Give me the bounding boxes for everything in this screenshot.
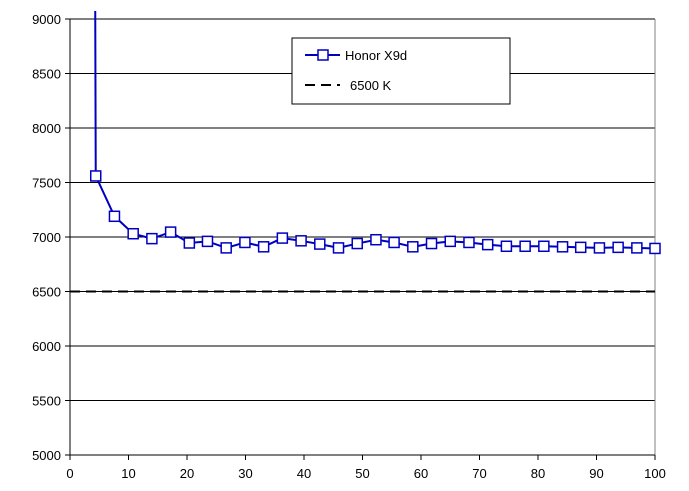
legend: Honor X9d 6500 K bbox=[291, 37, 511, 105]
legend-item-6500k: 6500 K bbox=[305, 78, 392, 93]
data-point bbox=[631, 242, 643, 254]
x-axis: 0 10 20 30 40 50 60 70 80 90 100 bbox=[66, 454, 666, 481]
data-point bbox=[183, 237, 196, 249]
x-tick-label: 90 bbox=[589, 466, 603, 481]
y-tick-label: 5000 bbox=[32, 448, 61, 463]
data-point bbox=[593, 242, 606, 254]
data-point bbox=[351, 237, 363, 250]
x-tick-label: 30 bbox=[238, 466, 252, 481]
data-point bbox=[444, 235, 456, 248]
y-tick-label: 8500 bbox=[32, 67, 61, 82]
data-point bbox=[276, 232, 289, 244]
legend-square-marker-icon bbox=[317, 49, 329, 61]
data-point bbox=[519, 240, 531, 253]
y-tick-label: 7000 bbox=[32, 230, 61, 245]
data-point bbox=[108, 210, 121, 223]
data-point bbox=[220, 242, 232, 254]
y-tick-label: 6000 bbox=[32, 339, 61, 354]
data-point bbox=[89, 170, 102, 182]
legend-item-honor-x9d: Honor X9d bbox=[305, 48, 407, 63]
x-tick-label: 0 bbox=[66, 466, 73, 481]
data-point bbox=[370, 233, 382, 246]
data-point bbox=[314, 238, 326, 250]
x-tick-label: 80 bbox=[531, 466, 545, 481]
x-tick-label: 100 bbox=[644, 466, 666, 481]
y-axis: 5000 5500 6000 6500 7000 7500 8000 8500 9000 bbox=[32, 12, 71, 463]
data-point bbox=[295, 235, 307, 247]
data-point bbox=[201, 235, 214, 248]
legend-label: Honor X9d bbox=[345, 48, 407, 63]
y-tick-label: 6500 bbox=[32, 285, 61, 300]
data-point bbox=[332, 242, 345, 254]
x-tick-label: 70 bbox=[472, 466, 486, 481]
x-tick-label: 40 bbox=[297, 466, 311, 481]
data-point bbox=[164, 226, 177, 238]
y-tick-label: 9000 bbox=[32, 12, 61, 27]
x-tick-label: 20 bbox=[180, 466, 194, 481]
data-point bbox=[239, 236, 251, 249]
data-point bbox=[556, 241, 569, 253]
y-tick-label: 7500 bbox=[32, 176, 61, 191]
x-tick-label: 10 bbox=[121, 466, 135, 481]
y-tick-label: 8000 bbox=[32, 121, 61, 136]
data-point bbox=[127, 227, 139, 240]
data-point bbox=[425, 237, 438, 250]
legend-label: 6500 K bbox=[350, 78, 392, 93]
data-point bbox=[388, 236, 400, 249]
data-point bbox=[481, 238, 494, 251]
legend-box bbox=[291, 37, 511, 105]
x-tick-label: 50 bbox=[355, 466, 369, 481]
data-point bbox=[257, 241, 270, 253]
data-point bbox=[612, 241, 624, 254]
data-point bbox=[538, 240, 550, 253]
data-point bbox=[463, 236, 475, 249]
series-layer bbox=[70, 10, 661, 293]
data-point bbox=[649, 242, 661, 255]
x-tick-label: 60 bbox=[414, 466, 428, 481]
data-point bbox=[407, 241, 419, 253]
data-point bbox=[500, 240, 513, 253]
y-tick-label: 5500 bbox=[32, 394, 61, 409]
data-point bbox=[146, 232, 158, 245]
data-point bbox=[574, 241, 587, 254]
